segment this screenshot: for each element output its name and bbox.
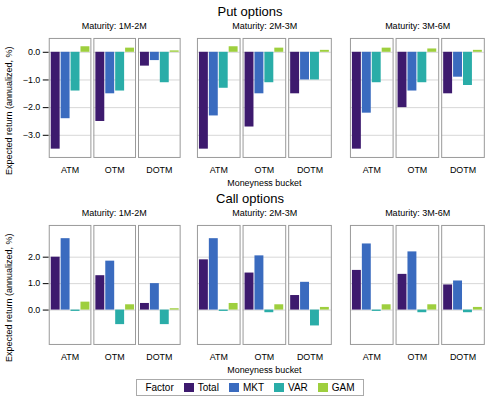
svg-text:DOTM: DOTM xyxy=(297,352,323,362)
html-text:Expected return (annualized, %: Expected return (annualized, %) xyxy=(4,233,14,363)
svg-text:−1.0: −1.0 xyxy=(23,75,41,85)
svg-text:1.0: 1.0 xyxy=(28,278,40,288)
svg-text:OTM: OTM xyxy=(255,352,275,362)
html-text:GAM: GAM xyxy=(331,382,355,393)
html-text:Maturity: 1M-2M: Maturity: 1M-2M xyxy=(81,21,147,31)
svg-text:2.0: 2.0 xyxy=(28,252,40,262)
svg-text:Moneyness bucket: Moneyness bucket xyxy=(228,365,303,375)
html-text:Maturity: 3M-6M: Maturity: 3M-6M xyxy=(385,21,451,31)
html-text:Maturity: 1M-2M: Maturity: 1M-2M xyxy=(81,208,147,218)
svg-text:Moneyness bucket: Moneyness bucket xyxy=(228,178,303,188)
html-text:VAR: VAR xyxy=(288,382,308,393)
svg-text:OTM: OTM xyxy=(105,352,125,362)
svg-text:OTM: OTM xyxy=(255,165,275,175)
svg-text:DOTM: DOTM xyxy=(450,165,476,175)
svg-text:DOTM: DOTM xyxy=(146,352,172,362)
html-text:MKT: MKT xyxy=(242,382,264,393)
svg-text:DOTM: DOTM xyxy=(146,165,172,175)
html-text:Call options: Call options xyxy=(216,191,284,206)
svg-text:OTM: OTM xyxy=(408,165,428,175)
html-text:Expected return (annualized, %: Expected return (annualized, %) xyxy=(4,46,14,176)
html-text:Maturity: 2M-3M: Maturity: 2M-3M xyxy=(232,208,298,218)
svg-text:ATM: ATM xyxy=(61,352,79,362)
html-text:Put options: Put options xyxy=(217,4,283,19)
html-text:Maturity: 3M-6M: Maturity: 3M-6M xyxy=(385,208,451,218)
html-text:Total: Total xyxy=(197,382,219,393)
svg-text:OTM: OTM xyxy=(105,165,125,175)
svg-text:ATM: ATM xyxy=(363,352,381,362)
svg-text:ATM: ATM xyxy=(210,165,228,175)
svg-text:OTM: OTM xyxy=(408,352,428,362)
svg-text:−2.0: −2.0 xyxy=(23,102,41,112)
html-text:Maturity: 2M-3M: Maturity: 2M-3M xyxy=(232,21,298,31)
html-text:Factor: Factor xyxy=(145,382,174,393)
svg-text:ATM: ATM xyxy=(61,165,79,175)
svg-text:0.0: 0.0 xyxy=(28,305,40,315)
svg-text:−3.0: −3.0 xyxy=(23,130,41,140)
svg-text:ATM: ATM xyxy=(210,352,228,362)
svg-text:0.0: 0.0 xyxy=(28,47,40,57)
svg-text:DOTM: DOTM xyxy=(450,352,476,362)
svg-text:ATM: ATM xyxy=(363,165,381,175)
svg-text:DOTM: DOTM xyxy=(297,165,323,175)
